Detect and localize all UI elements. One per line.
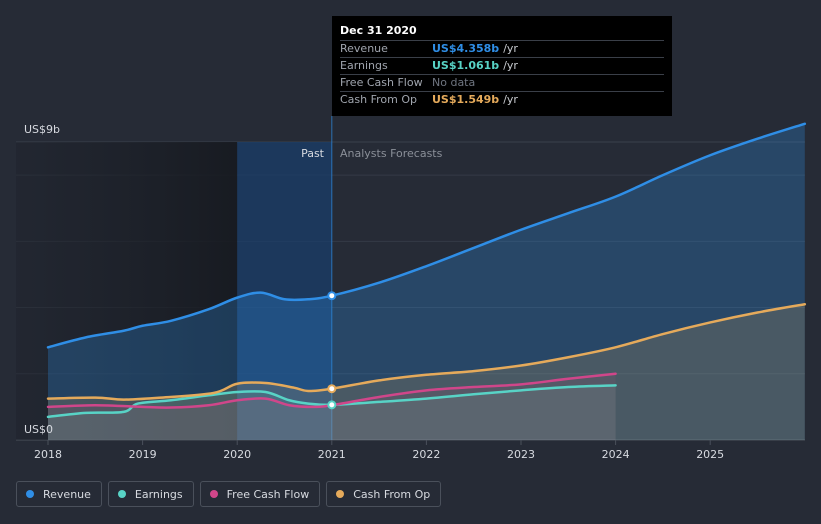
cash-from-op-line xyxy=(46,302,807,401)
x-tick-label: 2021 xyxy=(318,448,346,461)
series-areas xyxy=(48,123,805,441)
x-tick-label: 2020 xyxy=(223,448,251,461)
x-axis-ticks: 2018 2019 2020 2021 2022 2023 2024 2025 xyxy=(34,440,724,461)
x-tick-label: 2019 xyxy=(129,448,157,461)
legend-dot-icon xyxy=(117,490,126,498)
x-tick-label: 2022 xyxy=(412,448,440,461)
cash-from-op-area xyxy=(48,304,805,440)
tooltip-row-free-cash-flow: Free Cash Flow No data xyxy=(340,74,664,91)
revenue-marker xyxy=(327,291,337,301)
legend-item-cash-from-op[interactable]: Cash From Op xyxy=(326,481,442,507)
x-tick-label: 2025 xyxy=(696,448,724,461)
tooltip-label: Cash From Op xyxy=(340,93,418,106)
forecast-label: Analysts Forecasts xyxy=(340,147,443,160)
tooltip-unit: /yr xyxy=(503,42,518,55)
tooltip-unit: /yr xyxy=(503,59,518,72)
tooltip-label: Free Cash Flow xyxy=(340,76,423,89)
tooltip-row-revenue: Revenue US$4.358b /yr xyxy=(340,40,664,57)
tooltip-value: US$4.358b xyxy=(432,42,500,55)
tooltip-row-cash-from-op: Cash From Op US$1.549b /yr xyxy=(340,91,664,108)
cash-from-op-marker xyxy=(327,384,337,394)
tooltip-label: Revenue xyxy=(340,42,388,55)
chart-canvas: US$9b US$0 Past Analysts Forecasts 2018 2… xyxy=(16,116,807,461)
past-region xyxy=(16,142,238,440)
x-tick-label: 2023 xyxy=(507,448,535,461)
tooltip-label: Earnings xyxy=(340,59,388,72)
legend-item-free-cash-flow[interactable]: Free Cash Flow xyxy=(199,481,321,507)
legend-dot-icon xyxy=(209,490,218,498)
hover-markers xyxy=(327,291,337,410)
legend-item-revenue[interactable]: Revenue xyxy=(16,481,102,507)
free-cash-flow-line xyxy=(46,372,617,409)
chart-legend: Revenue Earnings Free Cash Flow Cash Fro… xyxy=(16,481,442,507)
legend-label: Revenue xyxy=(43,487,91,501)
tooltip-date: Dec 31 2020 xyxy=(340,24,417,37)
tooltip-value: US$1.549b xyxy=(432,93,500,106)
tooltip-value: US$1.061b xyxy=(432,59,500,72)
legend-dot-icon xyxy=(26,490,34,498)
legend-dot-icon xyxy=(336,490,345,498)
x-tick-label: 2024 xyxy=(602,448,630,461)
y-axis-top-label: US$9b xyxy=(24,123,60,136)
legend-label: Cash From Op xyxy=(353,487,431,501)
tooltip-row-earnings: Earnings US$1.061b /yr xyxy=(340,57,664,74)
legend-label: Earnings xyxy=(134,487,183,501)
tooltip-value: No data xyxy=(432,76,476,89)
legend-item-earnings[interactable]: Earnings xyxy=(107,481,194,507)
earnings-marker xyxy=(327,400,337,410)
past-label: Past xyxy=(301,147,325,160)
y-axis-bottom-label: US$0 xyxy=(24,423,53,436)
tooltip-unit: /yr xyxy=(503,93,518,106)
hover-tooltip: Dec 31 2020 Revenue US$4.358b /yr Earnin… xyxy=(332,16,672,116)
legend-label: Free Cash Flow xyxy=(226,487,310,501)
x-tick-label: 2018 xyxy=(34,448,62,461)
revenue-area xyxy=(48,123,805,441)
